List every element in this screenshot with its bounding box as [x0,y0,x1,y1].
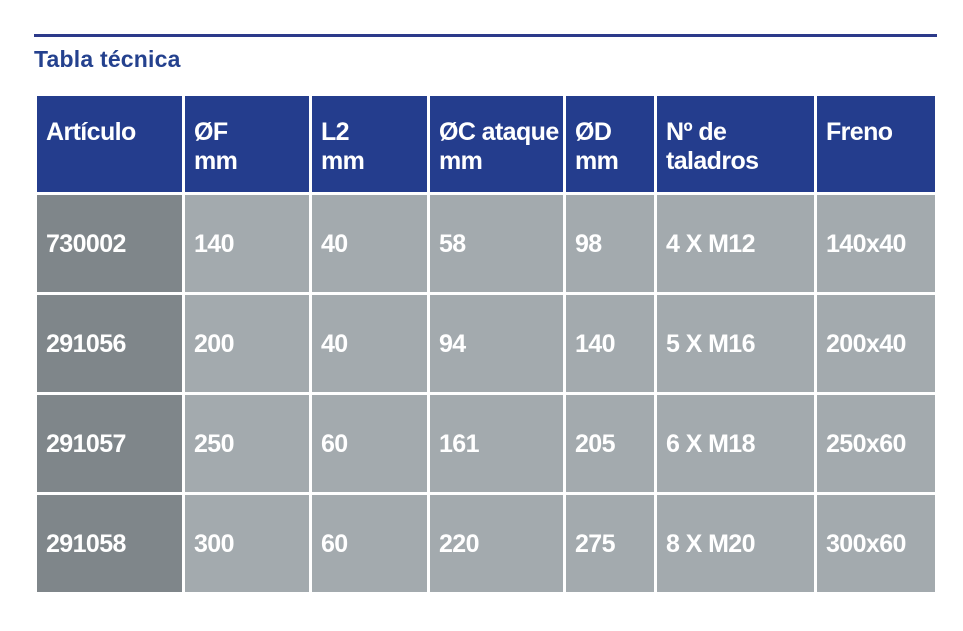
header-od-mm: ØD mm [566,96,654,192]
cell-articulo: 730002 [37,195,182,292]
cell-taladros: 5 X M16 [657,295,814,392]
cell-l2: 60 [312,495,427,592]
cell-articulo: 291056 [37,295,182,392]
cell-od: 205 [566,395,654,492]
cell-oc-ataque: 220 [430,495,563,592]
cell-oc-ataque: 58 [430,195,563,292]
header-freno: Freno [817,96,935,192]
cell-of: 300 [185,495,309,592]
cell-l2: 40 [312,295,427,392]
cell-od: 140 [566,295,654,392]
cell-freno: 300x60 [817,495,935,592]
cell-articulo: 291058 [37,495,182,592]
table-row: 291057 250 60 161 205 6 X M18 250x60 [37,395,935,492]
cell-l2: 60 [312,395,427,492]
technical-table: Artículo ØF mm L2 mm ØC ataque mm ØD mm Nº d… [34,93,938,595]
header-l2-mm: L2 mm [312,96,427,192]
header-of-mm: ØF mm [185,96,309,192]
cell-oc-ataque: 161 [430,395,563,492]
table-row: 291058 300 60 220 275 8 X M20 300x60 [37,495,935,592]
top-rule [34,34,937,37]
cell-taladros: 6 X M18 [657,395,814,492]
header-n-de-taladros: Nº de taladros [657,96,814,192]
cell-freno: 200x40 [817,295,935,392]
table-row: 730002 140 40 58 98 4 X M12 140x40 [37,195,935,292]
cell-of: 250 [185,395,309,492]
cell-freno: 250x60 [817,395,935,492]
cell-freno: 140x40 [817,195,935,292]
cell-od: 275 [566,495,654,592]
header-row: Artículo ØF mm L2 mm ØC ataque mm ØD mm Nº d… [37,96,935,192]
page-title: Tabla técnica [34,46,181,72]
header-oc-ataque-mm: ØC ataque mm [430,96,563,192]
cell-taladros: 4 X M12 [657,195,814,292]
cell-of: 140 [185,195,309,292]
cell-articulo: 291057 [37,395,182,492]
cell-oc-ataque: 94 [430,295,563,392]
cell-l2: 40 [312,195,427,292]
cell-of: 200 [185,295,309,392]
cell-od: 98 [566,195,654,292]
header-articulo: Artículo [37,96,182,192]
cell-taladros: 8 X M20 [657,495,814,592]
table-row: 291056 200 40 94 140 5 X M16 200x40 [37,295,935,392]
